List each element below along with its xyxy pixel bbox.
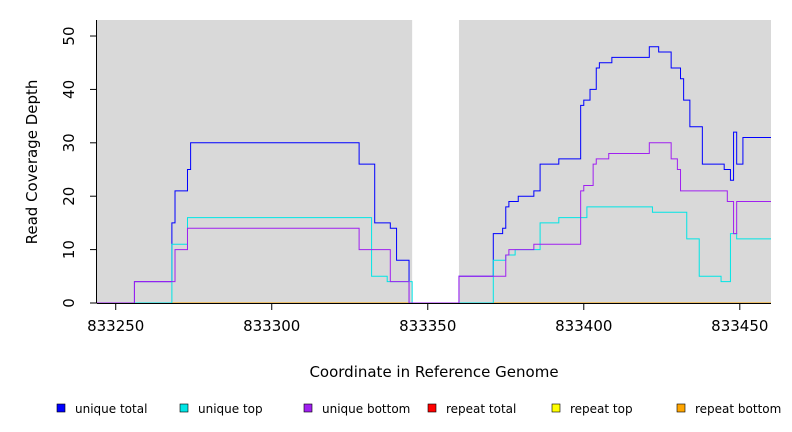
gap-regions	[412, 20, 459, 303]
legend-item-repeat-total: repeat total	[427, 402, 516, 416]
legend-swatch	[303, 403, 313, 413]
legend-item-unique-top: unique top	[179, 402, 263, 416]
legend-swatch	[676, 403, 686, 413]
legend-label: unique total	[75, 402, 147, 416]
legend-swatch	[427, 403, 437, 413]
y-axis-title: Read Coverage Depth	[23, 80, 41, 245]
y-tick-label: 20	[60, 187, 78, 206]
x-axis-title: Coordinate in Reference Genome	[309, 363, 558, 381]
axes	[96, 20, 771, 304]
y-tick-label: 10	[60, 240, 78, 259]
legend-item-repeat-bottom: repeat bottom	[676, 402, 781, 416]
legend-swatch	[179, 403, 189, 413]
legend-label: repeat bottom	[695, 402, 781, 416]
legend-item-repeat-top: repeat top	[551, 402, 633, 416]
y-tick-label: 40	[60, 80, 78, 99]
x-tick-label: 833350	[399, 317, 456, 335]
series-line-unique-top	[97, 206, 771, 304]
legend-label: repeat top	[570, 402, 633, 416]
y-tick-label: 0	[60, 298, 78, 308]
y-tick-label: 50	[60, 26, 78, 45]
gap-region	[412, 20, 459, 303]
legend-item-unique-bottom: unique bottom	[303, 402, 410, 416]
legend: unique total unique top unique bottom repea…	[56, 402, 781, 416]
x-tick-label: 833250	[87, 317, 144, 335]
x-tick-label: 833300	[243, 317, 300, 335]
series-line-unique-bottom	[97, 142, 771, 304]
legend-swatch	[551, 403, 561, 413]
legend-label: unique bottom	[322, 402, 410, 416]
legend-item-unique-total: unique total	[56, 402, 147, 416]
series-line-unique-total	[97, 46, 771, 304]
legend-label: unique top	[198, 402, 263, 416]
tick-marks: 833250 833300 833350 833400 833450 0 10 20 30 40 5…	[60, 26, 768, 335]
x-tick-label: 833450	[711, 317, 768, 335]
x-tick-label: 833400	[555, 317, 612, 335]
y-tick-label: 30	[60, 133, 78, 152]
legend-label: repeat total	[446, 402, 516, 416]
legend-swatch	[56, 403, 66, 413]
